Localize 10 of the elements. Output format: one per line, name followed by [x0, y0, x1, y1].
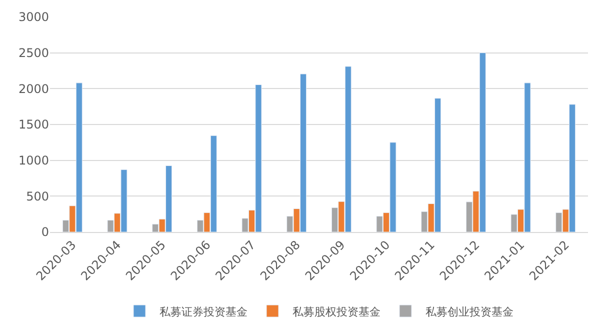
y-tick-label: 3000 [18, 10, 49, 24]
legend-label: 私募股权投资基金 [292, 305, 380, 318]
y-tick-label: 0 [41, 225, 49, 240]
y-tick-label: 2000 [18, 82, 49, 96]
legend-label: 私募证券投资基金 [160, 305, 248, 318]
y-tick-label: 1000 [18, 154, 49, 168]
y-tick-label: 500 [26, 189, 49, 204]
legend-label: 私募创业投资基金 [426, 305, 514, 318]
y-tick-label: 2500 [18, 46, 49, 60]
y-tick-label: 1500 [18, 118, 49, 132]
